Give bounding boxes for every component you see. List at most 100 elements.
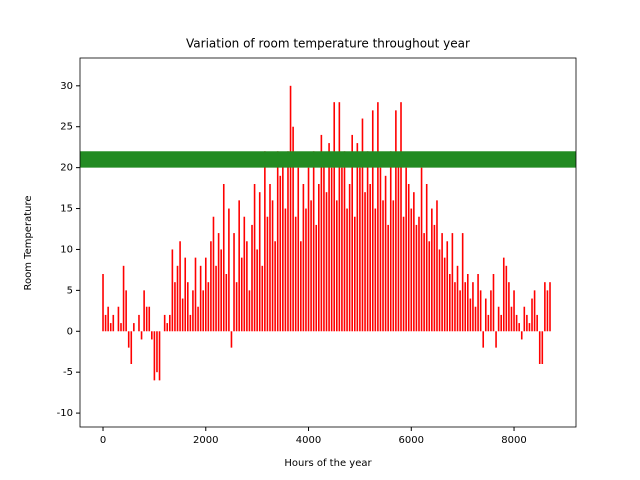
bar [310,200,312,332]
bar [120,323,122,332]
bar [356,143,359,332]
bar [302,184,305,332]
bar [533,290,536,332]
bar [107,306,109,332]
bar [261,265,264,332]
bar [387,224,389,332]
bar [538,331,541,364]
bar [300,241,302,332]
bar [436,200,438,332]
y-tick-label: -10 [57,408,73,419]
bar [166,323,169,332]
bar [402,216,405,332]
bar [428,241,431,332]
bar [479,290,482,332]
bar [230,331,233,348]
bar [461,233,464,332]
bar [192,290,194,332]
y-tick-label: 20 [60,163,73,174]
bar [536,314,538,332]
bar [251,224,253,332]
bar [410,208,413,332]
bar [341,167,343,332]
bar [305,208,307,332]
bar [528,323,531,332]
bar [407,184,410,332]
y-axis-label: Room Temperature [23,196,34,291]
bar [102,274,104,332]
bar [348,184,351,332]
bar [546,290,549,332]
bar [279,175,282,332]
bar [469,298,472,332]
bar [451,233,454,332]
bar [282,159,284,332]
bar [320,134,323,332]
bar [140,331,143,340]
bar [294,216,297,332]
bar [466,274,469,332]
bar [484,298,487,332]
bar [171,249,174,332]
bar [513,290,515,332]
x-tick-label: 4000 [296,435,321,446]
bar [163,314,166,332]
bar [225,274,228,332]
bar [186,282,189,332]
bar [395,110,397,332]
bar [297,167,300,332]
bar [431,208,433,332]
bar [109,323,112,332]
bar [210,241,212,332]
bar [449,274,451,332]
bar [248,290,251,332]
bar [371,110,374,332]
bar [500,314,502,332]
bar [418,216,420,332]
bar [413,192,415,332]
bar [271,200,274,332]
bar [174,282,176,332]
bar [158,331,161,381]
bar [220,249,222,332]
bar [256,249,258,332]
bar [292,126,294,332]
bar [369,184,371,332]
bar [353,216,356,332]
bar [549,282,551,332]
bar [490,290,492,332]
bar [438,249,441,332]
bar [156,331,158,373]
bar [145,306,148,332]
y-tick-label: -5 [63,367,73,378]
bar [497,306,500,332]
bar [151,331,153,340]
bar [264,151,266,332]
bar [541,331,544,364]
bar [130,331,133,364]
y-tick-label: 15 [60,204,73,215]
bar [508,282,510,332]
bar [323,159,325,332]
bar [266,216,269,332]
bar [464,282,467,332]
bar [492,274,495,332]
bar [472,282,474,332]
bar [153,331,156,381]
bar [397,159,400,332]
bar [441,233,443,332]
threshold-band [80,151,576,168]
bar [207,282,210,332]
bar [459,290,461,332]
bar [246,241,248,332]
bar [240,257,243,332]
plot-frame [79,57,577,428]
bar [125,290,127,332]
bar [189,314,192,332]
x-tick-label: 0 [100,435,106,446]
bar [433,224,436,332]
bar [104,314,107,332]
bar [243,216,246,332]
bar [289,85,292,332]
